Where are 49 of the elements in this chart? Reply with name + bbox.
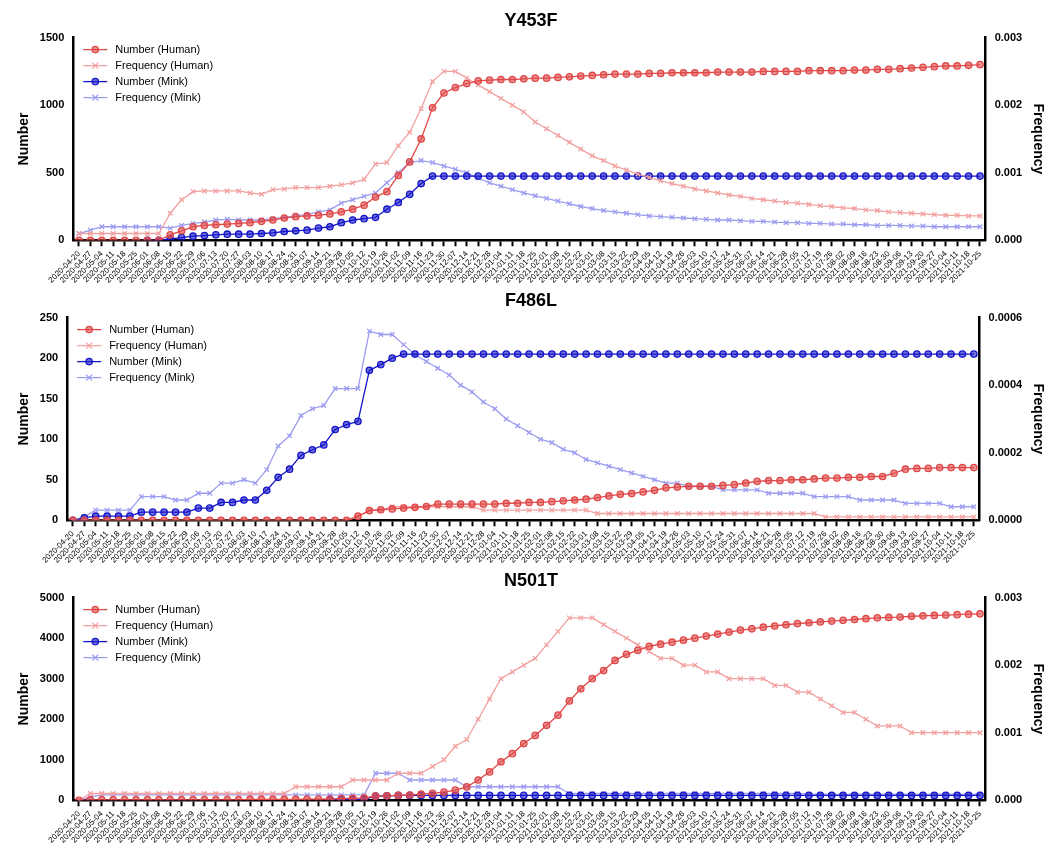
legend-label: Frequency (Human) xyxy=(109,338,207,351)
legend-label: Number (Mink) xyxy=(115,74,189,87)
y-tick-label: 150 xyxy=(39,391,59,404)
y2-tick-label: 0.001 xyxy=(994,725,1023,738)
y2-tick-label: 0.003 xyxy=(994,590,1023,603)
y2-tick-label: 0.0004 xyxy=(988,378,1024,391)
y-tick-label: 5000 xyxy=(39,590,65,603)
legend-label: Frequency (Human) xyxy=(115,58,214,71)
legend-label: Number (Human) xyxy=(109,322,195,335)
y2-tick-label: 0.002 xyxy=(994,658,1023,671)
chart-title: Y453F xyxy=(504,9,558,30)
y2-tick-label: 0.003 xyxy=(994,30,1023,43)
chart-title: F486L xyxy=(504,289,558,310)
y2-axis-title: Frequency xyxy=(1030,383,1047,455)
y-axis-title: Number xyxy=(15,671,32,726)
legend-label: Number (Human) xyxy=(115,602,201,615)
y2-tick-label: 0.000 xyxy=(994,233,1023,246)
y-tick-label: 50 xyxy=(45,472,59,485)
y-tick-label: 1500 xyxy=(39,30,65,43)
y-tick-label: 4000 xyxy=(39,631,65,644)
y-tick-label: 500 xyxy=(45,165,65,178)
y-tick-label: 1000 xyxy=(39,752,65,765)
y2-tick-label: 0.0002 xyxy=(988,445,1023,458)
y2-tick-label: 0.0006 xyxy=(988,310,1023,323)
y-tick-label: 1000 xyxy=(39,98,65,111)
y-tick-label: 0 xyxy=(52,513,59,526)
y-tick-label: 2000 xyxy=(39,712,65,725)
legend-label: Frequency (Mink) xyxy=(115,90,201,103)
legend-label: Frequency (Mink) xyxy=(109,370,195,383)
y-axis-title: Number xyxy=(15,391,32,446)
y-axis-title: Number xyxy=(15,111,32,166)
legend-label: Frequency (Human) xyxy=(115,618,214,631)
y-tick-label: 0 xyxy=(58,793,65,806)
y2-tick-label: 0.002 xyxy=(994,98,1023,111)
legend-label: Number (Mink) xyxy=(109,354,182,367)
legend-label: Number (Mink) xyxy=(115,634,189,647)
legend-label: Frequency (Mink) xyxy=(115,650,201,663)
y-tick-label: 200 xyxy=(39,351,59,364)
legend-label: Number (Human) xyxy=(115,42,201,55)
y2-tick-label: 0.000 xyxy=(994,793,1023,806)
y2-axis-title: Frequency xyxy=(1030,663,1047,735)
y2-axis-title: Frequency xyxy=(1030,103,1047,175)
chart-title: N501T xyxy=(503,569,559,590)
y-tick-label: 250 xyxy=(39,310,59,323)
y2-tick-label: 0.0000 xyxy=(988,513,1023,526)
y-tick-label: 0 xyxy=(58,233,65,246)
y-tick-label: 3000 xyxy=(39,671,65,684)
y-tick-label: 100 xyxy=(39,432,59,445)
y2-tick-label: 0.001 xyxy=(994,165,1023,178)
